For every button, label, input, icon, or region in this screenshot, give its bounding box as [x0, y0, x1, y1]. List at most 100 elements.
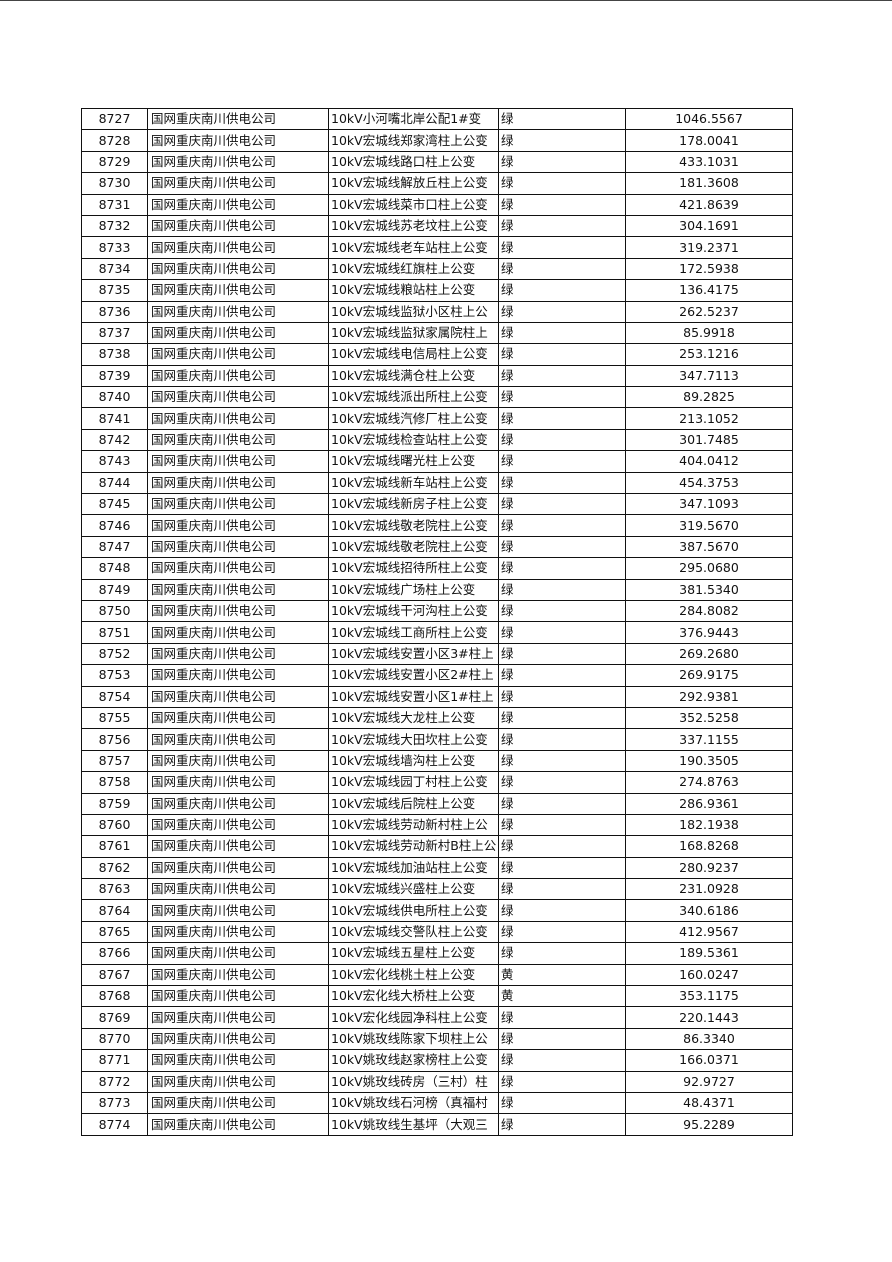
value-cell: 95.2289 — [625, 1113, 793, 1136]
transformer-name-cell: 10kV宏城线后院柱上公变 — [328, 792, 499, 815]
status-cell: 绿 — [498, 1027, 626, 1051]
value-cell: 181.3608 — [625, 172, 793, 195]
status-cell: 绿 — [498, 557, 626, 580]
status-cell: 绿 — [498, 1049, 626, 1072]
value-cell: 269.9175 — [625, 664, 793, 687]
table-body: 8727 国网重庆南川供电公司 10kV小河嘴北岸公配1#变绿 1046.5567 87… — [81, 107, 793, 1136]
row-id-cell: 8750 — [81, 599, 148, 623]
table-row: 8731 国网重庆南川供电公司 10kV宏城线菜市口柱上公变绿 421.8639 — [81, 193, 793, 216]
row-id-cell: 8754 — [81, 685, 148, 708]
value-cell: 48.4371 — [625, 1091, 793, 1115]
company-cell: 国网重庆南川供电公司 — [147, 942, 329, 965]
row-id-cell: 8744 — [81, 471, 148, 495]
transformer-name-cell: 10kV姚玫线赵家榜柱上公变 — [328, 1049, 499, 1072]
company-cell: 国网重庆南川供电公司 — [147, 728, 329, 751]
transformer-name-cell: 10kV姚玫线生基坪（大观三 — [328, 1113, 499, 1136]
table-row: 8763 国网重庆南川供电公司 10kV宏城线兴盛柱上公变绿 231.0928 — [81, 878, 793, 901]
row-id-cell: 8773 — [81, 1091, 148, 1115]
table-row: 8769 国网重庆南川供电公司 10kV宏化线园净科柱上公变绿 220.1443 — [81, 1006, 793, 1029]
table-row: 8743 国网重庆南川供电公司 10kV宏城线曙光柱上公变绿 404.0412 — [81, 450, 793, 473]
transformer-name-cell: 10kV宏城线供电所柱上公变 — [328, 899, 499, 922]
value-cell: 292.9381 — [625, 685, 793, 708]
company-cell: 国网重庆南川供电公司 — [147, 471, 329, 495]
company-cell: 国网重庆南川供电公司 — [147, 963, 329, 987]
company-cell: 国网重庆南川供电公司 — [147, 535, 329, 559]
row-id-cell: 8756 — [81, 728, 148, 751]
status-cell: 绿 — [498, 899, 626, 922]
value-cell: 454.3753 — [625, 471, 793, 495]
table-row: 8764 国网重庆南川供电公司 10kV宏城线供电所柱上公变绿 340.6186 — [81, 899, 793, 922]
value-cell: 172.5938 — [625, 257, 793, 281]
table-row: 8740 国网重庆南川供电公司 10kV宏城线派出所柱上公变绿 89.2825 — [81, 386, 793, 409]
company-cell: 国网重庆南川供电公司 — [147, 450, 329, 473]
table-row: 8729 国网重庆南川供电公司 10kV宏城线路口柱上公变绿 433.1031 — [81, 150, 793, 174]
status-cell: 绿 — [498, 642, 626, 666]
table-row: 8752 国网重庆南川供电公司 10kV宏城线安置小区3#柱上绿 269.2680 — [81, 642, 793, 666]
value-cell: 286.9361 — [625, 792, 793, 815]
row-id-cell: 8762 — [81, 856, 148, 880]
value-cell: 404.0412 — [625, 450, 793, 473]
company-cell: 国网重庆南川供电公司 — [147, 150, 329, 174]
transformer-name-cell: 10kV宏化线大桥柱上公变 — [328, 985, 499, 1008]
status-cell: 绿 — [498, 664, 626, 687]
status-cell: 绿 — [498, 942, 626, 965]
row-id-cell: 8734 — [81, 257, 148, 281]
row-id-cell: 8774 — [81, 1113, 148, 1136]
company-cell: 国网重庆南川供电公司 — [147, 386, 329, 409]
table-row: 8730 国网重庆南川供电公司 10kV宏城线解放丘柱上公变绿 181.3608 — [81, 172, 793, 195]
table-row: 8739 国网重庆南川供电公司 10kV宏城线满仓柱上公变绿 347.7113 — [81, 364, 793, 388]
company-cell: 国网重庆南川供电公司 — [147, 279, 329, 302]
table-row: 8741 国网重庆南川供电公司 10kV宏城线汽修厂柱上公变绿 213.1052 — [81, 407, 793, 430]
row-id-cell: 8759 — [81, 792, 148, 815]
transformer-name-cell: 10kV姚玫线陈家下坝柱上公 — [328, 1027, 499, 1051]
row-id-cell: 8768 — [81, 985, 148, 1008]
status-cell: 绿 — [498, 728, 626, 751]
value-cell: 353.1175 — [625, 985, 793, 1008]
value-cell: 304.1691 — [625, 214, 793, 238]
table-row: 8733 国网重庆南川供电公司 10kV宏城线老车站柱上公变绿 319.2371 — [81, 236, 793, 259]
company-cell: 国网重庆南川供电公司 — [147, 856, 329, 880]
company-cell: 国网重庆南川供电公司 — [147, 428, 329, 452]
value-cell: 160.0247 — [625, 963, 793, 987]
table-row: 8738 国网重庆南川供电公司 10kV宏城线电信局柱上公变绿 253.1216 — [81, 343, 793, 366]
status-cell: 绿 — [498, 471, 626, 495]
status-cell: 绿 — [498, 386, 626, 409]
value-cell: 85.9918 — [625, 321, 793, 345]
table-row: 8727 国网重庆南川供电公司 10kV小河嘴北岸公配1#变绿 1046.5567 — [81, 107, 793, 131]
value-cell: 433.1031 — [625, 150, 793, 174]
transformer-name-cell: 10kV宏城线新房子柱上公变 — [328, 493, 499, 516]
table-row: 8728 国网重庆南川供电公司 10kV宏城线郑家湾柱上公变绿 178.0041 — [81, 129, 793, 152]
transformer-name-cell: 10kV宏城线劳动新村B柱上公 — [328, 835, 499, 858]
row-id-cell: 8771 — [81, 1049, 148, 1072]
company-cell: 国网重庆南川供电公司 — [147, 813, 329, 837]
status-cell: 绿 — [498, 878, 626, 901]
table-row: 8747 国网重庆南川供电公司 10kV宏城线敬老院柱上公变绿 387.5670 — [81, 535, 793, 559]
row-id-cell: 8748 — [81, 557, 148, 580]
transformer-name-cell: 10kV宏城线满仓柱上公变 — [328, 364, 499, 388]
transformer-name-cell: 10kV宏城线工商所柱上公变 — [328, 621, 499, 644]
transformer-name-cell: 10kV宏城线苏老坟柱上公变 — [328, 214, 499, 238]
value-cell: 352.5258 — [625, 706, 793, 730]
row-id-cell: 8741 — [81, 407, 148, 430]
company-cell: 国网重庆南川供电公司 — [147, 1091, 329, 1115]
transformer-name-cell: 10kV宏城线菜市口柱上公变 — [328, 193, 499, 216]
row-id-cell: 8735 — [81, 279, 148, 302]
row-id-cell: 8740 — [81, 386, 148, 409]
value-cell: 421.8639 — [625, 193, 793, 216]
transformer-name-cell: 10kV宏城线汽修厂柱上公变 — [328, 407, 499, 430]
transformer-name-cell: 10kV宏城线安置小区1#柱上 — [328, 685, 499, 708]
transformer-name-cell: 10kV宏城线干河沟柱上公变 — [328, 599, 499, 623]
company-cell: 国网重庆南川供电公司 — [147, 878, 329, 901]
company-cell: 国网重庆南川供电公司 — [147, 578, 329, 601]
transformer-name-cell: 10kV宏城线园丁村柱上公变 — [328, 771, 499, 794]
transformer-name-cell: 10kV宏城线解放丘柱上公变 — [328, 172, 499, 195]
table-row: 8756 国网重庆南川供电公司 10kV宏城线大田坎柱上公变绿 337.1155 — [81, 728, 793, 751]
company-cell: 国网重庆南川供电公司 — [147, 985, 329, 1008]
transformer-name-cell: 10kV宏城线老车站柱上公变 — [328, 236, 499, 259]
table-row: 8771 国网重庆南川供电公司 10kV姚玫线赵家榜柱上公变绿 166.0371 — [81, 1049, 793, 1072]
company-cell: 国网重庆南川供电公司 — [147, 1113, 329, 1136]
value-cell: 381.5340 — [625, 578, 793, 601]
status-cell: 黄 — [498, 985, 626, 1008]
row-id-cell: 8731 — [81, 193, 148, 216]
value-cell: 168.8268 — [625, 835, 793, 858]
